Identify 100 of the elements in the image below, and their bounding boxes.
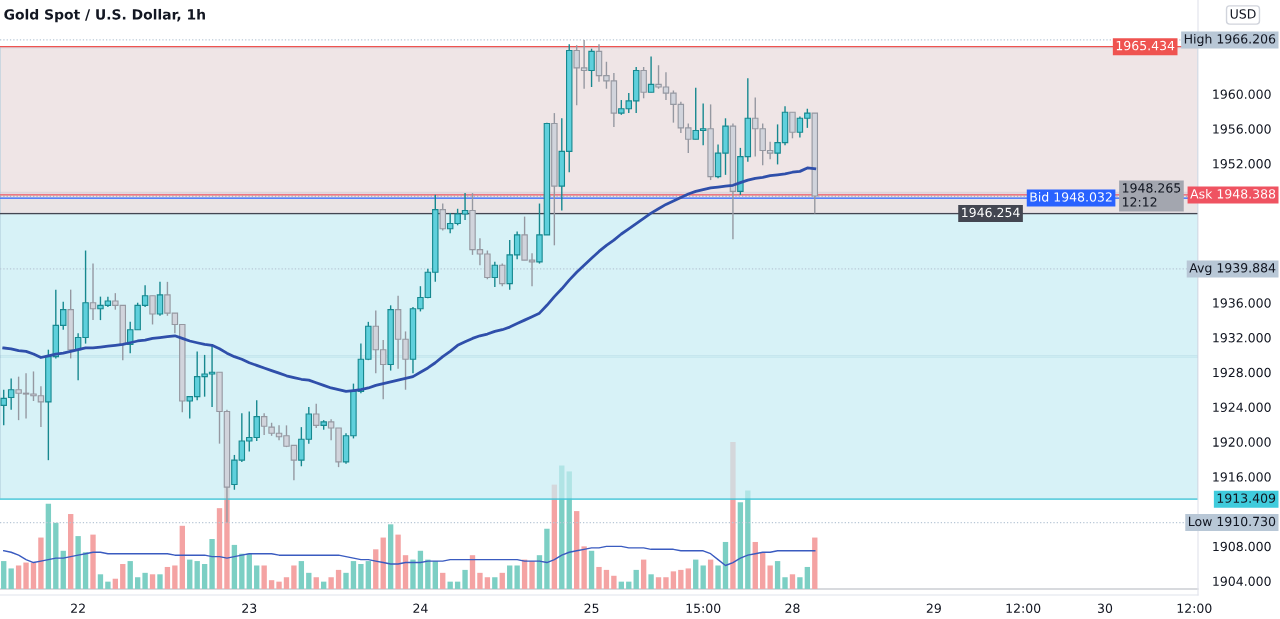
bar	[507, 565, 513, 589]
bar	[45, 503, 52, 589]
bar	[365, 561, 372, 589]
y-tick-label: 1916.000	[1213, 472, 1271, 482]
bar	[246, 553, 252, 589]
x-tick-label: 23	[242, 603, 257, 614]
bar	[685, 568, 691, 589]
bar	[804, 566, 811, 589]
ref-line-label: Avg 1939.884	[1189, 263, 1276, 275]
bar	[715, 565, 721, 589]
bar	[1, 561, 7, 589]
y-tick-label: 1952.000	[1213, 159, 1271, 169]
bar	[730, 442, 736, 589]
bar	[789, 574, 796, 589]
bar	[97, 574, 104, 589]
bar	[588, 550, 595, 589]
x-tick-label: 30	[1097, 603, 1113, 614]
bar	[566, 471, 572, 589]
bar	[149, 574, 156, 589]
bar	[648, 574, 654, 589]
bar	[417, 550, 424, 589]
x-tick-label: 12:00	[1006, 603, 1041, 614]
bar	[387, 524, 394, 589]
bar	[134, 577, 141, 589]
bar	[447, 581, 453, 589]
x-tick-label: 28	[785, 603, 800, 614]
bar	[477, 572, 483, 589]
candlestick	[491, 261, 499, 288]
bar	[142, 572, 148, 589]
bar	[410, 559, 416, 589]
bar	[663, 577, 669, 589]
bar	[812, 537, 818, 589]
bar	[737, 502, 744, 589]
y-tick-label: 1904.000	[1213, 576, 1271, 587]
bar	[782, 577, 788, 589]
bar	[655, 577, 662, 589]
bar	[157, 574, 163, 589]
bar	[514, 565, 520, 589]
y-tick-label: 1924.000	[1213, 402, 1271, 413]
bar	[402, 555, 409, 589]
bar	[767, 565, 773, 589]
x-tick-label: 22	[71, 603, 85, 613]
bar	[75, 536, 81, 589]
bar	[335, 569, 342, 589]
bar	[127, 561, 133, 589]
y-tick-label: 1936.000	[1213, 298, 1271, 308]
bar	[276, 581, 282, 589]
bar	[291, 565, 297, 589]
bar	[492, 577, 498, 589]
ref-line-label: Bid 1948.032	[1030, 192, 1112, 202]
bar	[164, 566, 171, 589]
bar	[38, 537, 44, 589]
bar	[469, 555, 476, 589]
y-tick-label: 1920.000	[1213, 437, 1271, 447]
bar	[670, 571, 677, 589]
bar	[373, 549, 379, 589]
bar	[722, 541, 729, 589]
bar	[120, 564, 126, 589]
bar	[239, 553, 245, 589]
bar	[425, 559, 431, 589]
bar	[678, 569, 684, 589]
bar	[328, 577, 334, 589]
bar	[306, 572, 312, 589]
bar	[321, 581, 327, 589]
bar	[774, 561, 781, 589]
bar	[209, 539, 215, 589]
bar	[179, 525, 185, 589]
bar	[745, 490, 751, 589]
text: Gold Spot / U.S. Dollar, 1h	[4, 8, 205, 23]
bar	[268, 580, 275, 589]
candlestick	[789, 111, 796, 140]
bar	[90, 534, 96, 589]
bar	[105, 581, 111, 589]
candlestick	[499, 262, 506, 287]
bar	[343, 572, 349, 589]
bar	[618, 581, 624, 589]
candlestick	[647, 55, 655, 93]
bar	[15, 565, 22, 589]
bar	[23, 562, 29, 589]
bar	[298, 561, 305, 589]
bar	[261, 565, 267, 589]
bar	[544, 528, 550, 589]
bar	[707, 559, 714, 589]
bar	[358, 564, 364, 589]
bar	[30, 562, 37, 589]
bar	[350, 561, 357, 589]
bar	[752, 541, 758, 589]
bar	[172, 565, 178, 589]
ref-line-label: 1913.409	[1217, 493, 1276, 503]
candlestick	[313, 402, 320, 429]
bar	[8, 568, 14, 589]
ref-line-label: 1946.254	[962, 207, 1020, 218]
bar	[484, 577, 491, 589]
bar	[499, 572, 505, 589]
bar	[559, 465, 565, 589]
bar	[529, 561, 535, 589]
ref-line-label: Ask 1948.388	[1190, 188, 1276, 199]
y-tick-label: 1928.000	[1213, 367, 1271, 378]
bar	[454, 581, 461, 589]
bar	[112, 578, 119, 589]
